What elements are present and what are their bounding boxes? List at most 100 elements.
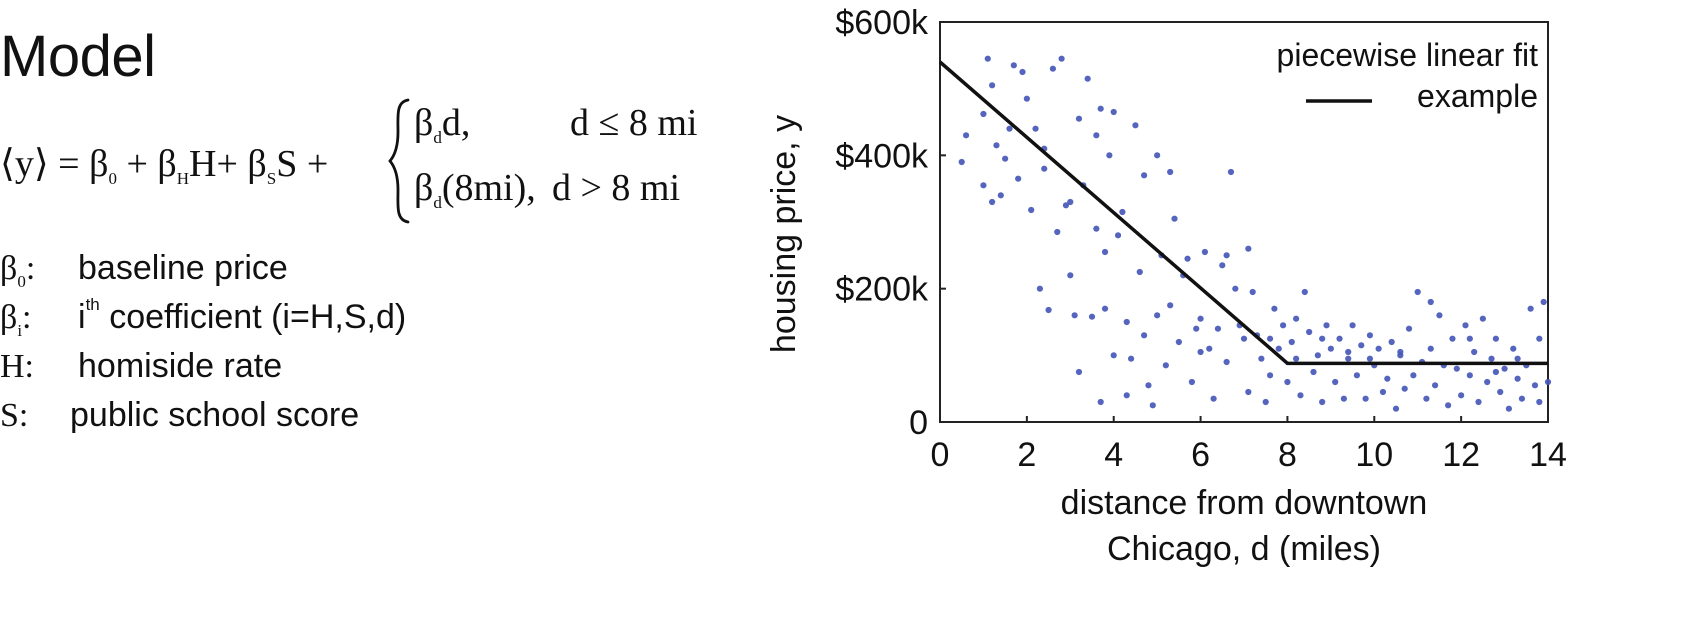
scatter-point-91 — [1332, 378, 1339, 386]
scatter-point-71 — [1245, 388, 1252, 396]
beta-s-symbol: β — [247, 143, 267, 185]
scatter-point-82 — [1293, 355, 1300, 362]
scatter-point-16 — [1032, 125, 1039, 132]
scatter-point-40 — [1119, 208, 1126, 216]
scatter-point-136 — [1527, 305, 1534, 312]
scatter-point-89 — [1323, 322, 1330, 329]
x-tick-label-6: 6 — [1191, 436, 1210, 474]
case-one-expression: d, — [441, 102, 471, 144]
housing-price-chart: 0 2 4 6 8 10 12 14 0 $200k $400k $600k distance from… — [765, 4, 1567, 568]
scatter-point-72 — [1249, 288, 1256, 296]
scatter-point-145 — [1141, 332, 1148, 339]
beta-zero-subscript: 0 — [108, 169, 117, 188]
piecewise-case-one: βdd, — [414, 102, 471, 146]
scatter-point-15 — [1028, 206, 1035, 214]
scatter-point-70 — [1240, 335, 1248, 342]
definition-beta-i-subscript: i — [17, 321, 23, 340]
scatter-point-5 — [984, 55, 991, 62]
model-panel: Model ⟨y⟩ = β0 + βHH+ βSS + βdd, d ≤ 8 m… — [0, 0, 760, 619]
piecewise-condition-two: d > 8 mi — [552, 167, 681, 209]
scatter-point-133 — [1514, 375, 1521, 382]
plot-frame — [939, 21, 1549, 423]
scatter-point-128 — [1492, 335, 1499, 342]
scatter-point-83 — [1297, 392, 1304, 399]
scatter-point-130 — [1501, 365, 1508, 372]
scatter-point-88 — [1319, 398, 1326, 406]
scatter-point-102 — [1379, 388, 1387, 396]
scatter-point-159 — [1514, 355, 1521, 362]
scatter-point-3 — [980, 182, 987, 189]
x-tick-label-4: 4 — [1104, 436, 1123, 474]
scatter-point-153 — [1345, 348, 1352, 356]
scatter-point-127 — [1488, 355, 1495, 362]
scatter-point-44 — [1132, 122, 1139, 129]
h-variable: H — [189, 143, 217, 185]
x-axis-label-line-1: distance from downtown — [1061, 484, 1428, 522]
scatter-point-148 — [1223, 252, 1230, 259]
scatter-point-86 — [1310, 368, 1317, 376]
scatter-point-87 — [1314, 352, 1321, 359]
scatter-point-60 — [1197, 315, 1204, 322]
scatter-point-49 — [1154, 152, 1161, 159]
case-two-expression: (8mi), — [441, 167, 536, 209]
beta-h-symbol: β — [157, 143, 177, 185]
scatter-point-59 — [1193, 325, 1200, 332]
definition-beta-i: β — [0, 299, 18, 336]
scatter-point-46 — [1141, 172, 1148, 179]
definition-beta-zero-subscript: 0 — [17, 272, 26, 291]
scatter-point-157 — [1466, 335, 1473, 342]
x-axis-label-line-2: Chicago, d (miles) — [1107, 530, 1381, 568]
y-axis-label: housing price, y — [765, 115, 803, 353]
equation-plus-2: + — [216, 143, 248, 185]
scatter-point-108 — [1405, 325, 1413, 332]
scatter-point-7 — [993, 142, 1000, 149]
scatter-point-119 — [1453, 365, 1460, 372]
scatter-point-109 — [1410, 372, 1417, 379]
scatter-point-45 — [1136, 268, 1143, 276]
model-equation: ⟨y⟩ = β0 + βHH+ βSS + βdd, d ≤ 8 mi βd(8… — [0, 98, 740, 224]
definition-coefficient-superscript: th — [85, 295, 100, 314]
x-tick-label-8: 8 — [1278, 436, 1297, 474]
scatter-point-2 — [962, 132, 970, 139]
scatter-point-25 — [1071, 312, 1078, 319]
scatter-point-114 — [1431, 382, 1439, 389]
scatter-point-50 — [1154, 312, 1161, 319]
scatter-point-156 — [1427, 298, 1434, 306]
scatter-point-123 — [1471, 348, 1478, 356]
x-tick-label-10: 10 — [1355, 436, 1393, 474]
scatter-point-98 — [1362, 395, 1369, 402]
y-tick-label-600000: $600k — [835, 4, 929, 42]
scatter-point-115 — [1436, 312, 1443, 319]
scatter-point-117 — [1445, 402, 1452, 409]
scatter-point-105 — [1392, 405, 1400, 412]
definition-text-school: public school score — [70, 396, 360, 434]
scatter-point-134 — [1518, 395, 1526, 402]
scatter-point-154 — [1366, 355, 1374, 362]
legend-title: piecewise linear fit — [1277, 37, 1539, 73]
scatter-point-94 — [1345, 355, 1352, 362]
case-two-beta: β — [414, 167, 434, 209]
scatter-point-122 — [1466, 372, 1473, 379]
definition-beta-zero: β — [0, 250, 18, 287]
scatter-point-22 — [1058, 55, 1065, 62]
scatter-point-8 — [997, 192, 1004, 199]
definition-symbol-s: S: — [0, 397, 29, 434]
y-tick-label-0: 0 — [909, 404, 928, 442]
s-variable: S — [276, 143, 298, 185]
beta-h-subscript: H — [176, 169, 189, 188]
scatter-point-75 — [1262, 398, 1269, 406]
scatter-point-19 — [1045, 306, 1052, 314]
x-tick-label-12: 12 — [1442, 436, 1480, 474]
scatter-point-92 — [1336, 335, 1343, 342]
scatter-point-13 — [1019, 68, 1026, 76]
scatter-point-129 — [1497, 388, 1504, 396]
beta-zero-symbol: β — [89, 143, 109, 185]
scatter-point-149 — [1245, 245, 1252, 252]
scatter-point-12 — [1015, 175, 1022, 182]
scatter-point-35 — [1101, 305, 1109, 312]
piecewise-brace — [388, 98, 410, 224]
scatter-point-67 — [1227, 168, 1235, 176]
scatter-point-155 — [1397, 348, 1404, 356]
scatter-point-120 — [1458, 392, 1465, 399]
equation-plus-3: + — [297, 143, 329, 185]
